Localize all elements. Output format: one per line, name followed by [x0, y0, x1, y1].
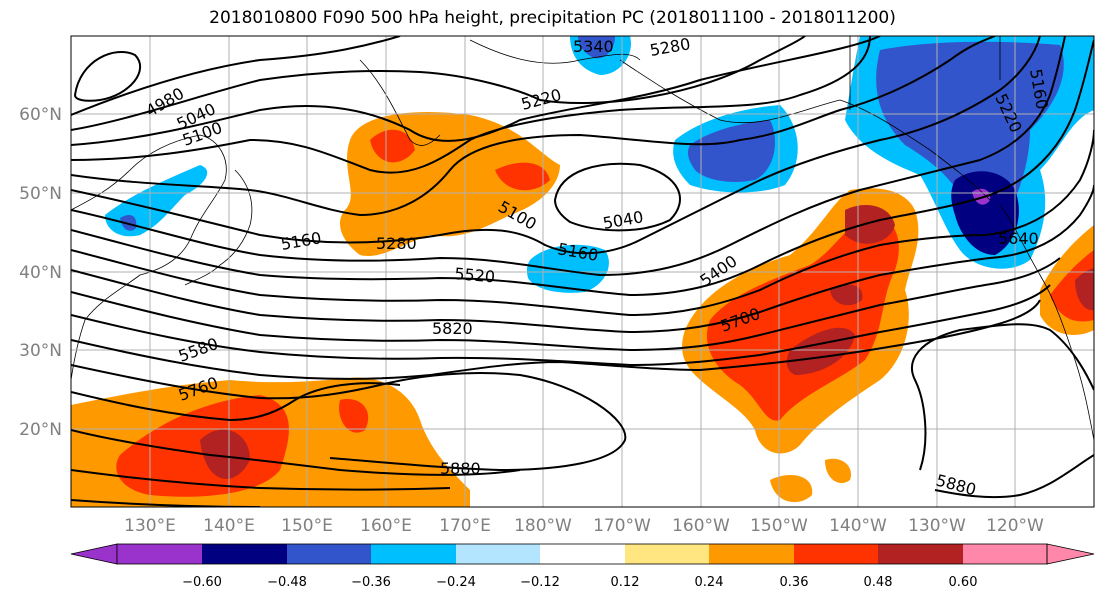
lon-label: 170°E	[439, 516, 491, 536]
colorbar: −0.60 −0.48 −0.36 −0.24 −0.12 0.12 0.24 …	[70, 543, 1095, 590]
colorbar-swatch	[878, 544, 963, 564]
precip-core-ep4	[830, 284, 863, 306]
lat-label: 30°N	[19, 341, 62, 361]
lat-label: 50°N	[19, 184, 62, 204]
precip-neg-alaska-navy	[951, 171, 1019, 255]
coastline-asia	[71, 134, 227, 381]
lon-label: 130°E	[124, 516, 176, 536]
precip-neg-alaska-blue	[876, 41, 1064, 225]
contour-label: 5640	[998, 229, 1039, 248]
colorbar-swatch	[794, 544, 878, 564]
precip-core-sw2	[200, 429, 250, 479]
precip-neg-bering-blue	[578, 36, 615, 59]
lon-label: 150°W	[750, 516, 808, 536]
colorbar-swatch	[540, 544, 625, 564]
colorbar-extend-left	[70, 543, 118, 565]
height-contours	[71, 36, 1094, 507]
colorbar-swatch	[963, 544, 1047, 564]
longitude-labels: 130°E 140°E 150°E 160°E 170°E 180°W 170°…	[124, 516, 1044, 536]
contour-label: 5280	[376, 234, 417, 253]
colorbar-swatch	[456, 544, 540, 564]
colorbar-tick: −0.12	[520, 575, 560, 590]
precip-neg-aleutian-blue	[687, 120, 775, 182]
colorbar-swatch	[287, 544, 371, 564]
lat-label: 20°N	[19, 420, 62, 440]
lon-label: 140°E	[203, 516, 255, 536]
lon-label: 160°E	[360, 516, 412, 536]
coastline-kamchatka	[359, 59, 441, 146]
colorbar-swatch	[625, 544, 709, 564]
colorbar-tick: −0.60	[182, 575, 222, 590]
coastlines	[71, 36, 1094, 441]
contour-label: 5280	[648, 34, 691, 60]
precip-core-japan	[370, 129, 415, 163]
colorbar-tick: 0.36	[780, 575, 809, 590]
lon-label: 140°W	[829, 516, 887, 536]
colorbar-extend-right	[1046, 543, 1095, 565]
coastline-bering	[469, 39, 641, 64]
map-border	[70, 35, 1095, 508]
precipitation-shading	[71, 36, 1094, 507]
colorbar-swatch	[117, 544, 202, 564]
precip-neg-central	[526, 244, 609, 293]
colorbar-swatch	[371, 544, 456, 564]
colorbar-tick: 0.24	[695, 575, 724, 590]
lon-label: 160°W	[672, 516, 730, 536]
coastline-alaska	[619, 59, 991, 201]
contour-label: 5340	[573, 37, 614, 56]
colorbar-tick: 0.48	[864, 575, 893, 590]
colorbar-tick: −0.48	[267, 575, 307, 590]
precip-core-uswc2	[1075, 268, 1094, 311]
latitude-labels: 60°N 50°N 40°N 30°N 20°N	[19, 105, 62, 440]
contour-label: 5520	[454, 264, 496, 286]
lon-label: 120°W	[986, 516, 1044, 536]
precip-area-ep-small2	[825, 458, 851, 484]
lat-label: 60°N	[19, 105, 62, 125]
lat-label: 40°N	[19, 263, 62, 283]
coastline-na	[999, 204, 1094, 441]
precip-area-ep-small	[770, 475, 813, 503]
colorbar-swatch	[202, 544, 287, 564]
lon-label: 170°W	[593, 516, 651, 536]
colorbar-tick: 0.12	[611, 575, 640, 590]
contour-label: 5880	[440, 459, 481, 478]
lon-label: 130°W	[908, 516, 966, 536]
contour-label: 5820	[432, 319, 473, 338]
colorbar-frame	[116, 543, 1048, 565]
colorbar-tick: 0.60	[949, 575, 978, 590]
coastline-japan	[184, 169, 253, 286]
precip-core-ep	[706, 215, 899, 421]
colorbar-tick: −0.36	[351, 575, 391, 590]
precip-core-sw3	[339, 399, 369, 433]
lon-label: 150°E	[281, 516, 333, 536]
map-title: 2018010800 F090 500 hPa height, precipit…	[209, 8, 896, 28]
lon-label: 180°W	[514, 516, 572, 536]
map-layers: 4980 5040 5100 5220 5280 5340 5160 5280 …	[71, 34, 1094, 507]
precip-core-japan2	[495, 162, 550, 191]
colorbar-tick: −0.24	[436, 575, 476, 590]
colorbar-swatch	[709, 544, 794, 564]
